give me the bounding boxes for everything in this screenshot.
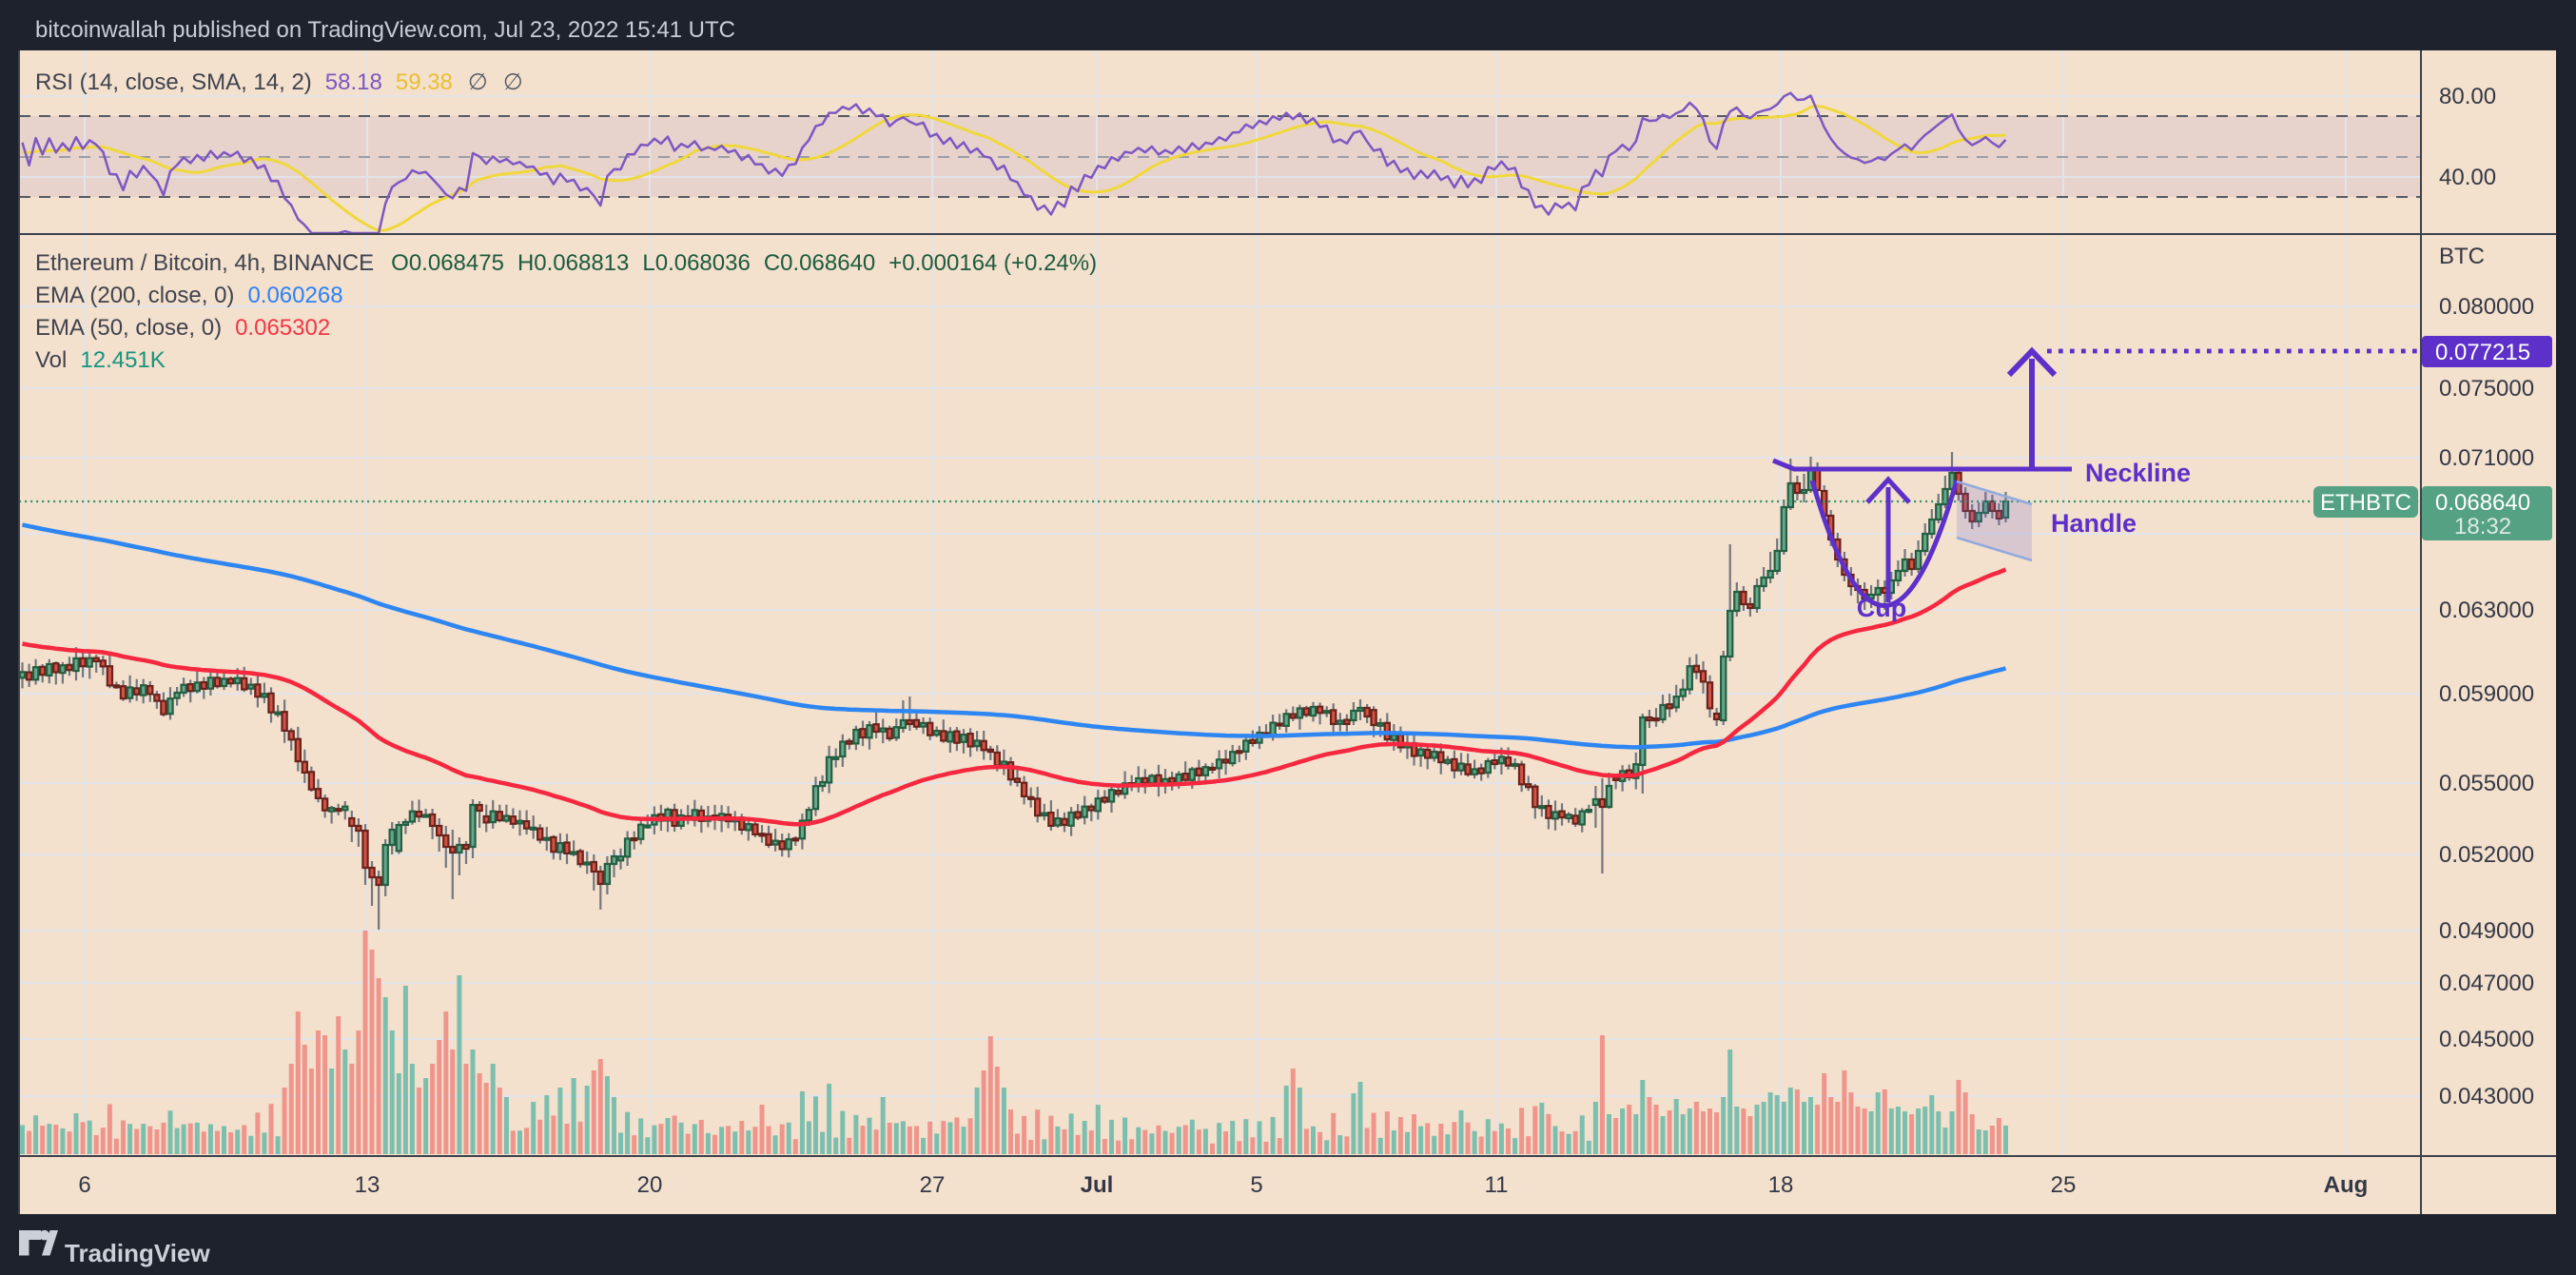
svg-text:0.043000: 0.043000 (2439, 1084, 2534, 1109)
svg-text:TradingView: TradingView (65, 1239, 210, 1267)
svg-text:20: 20 (637, 1172, 663, 1198)
svg-text:0.077215: 0.077215 (2435, 340, 2530, 365)
svg-text:0.075000: 0.075000 (2439, 376, 2534, 402)
svg-text:RSI (14, close, SMA, 14, 2)58.: RSI (14, close, SMA, 14, 2) 58.18 59.38 ∅ ∅ (35, 69, 523, 95)
svg-text:0.052000: 0.052000 (2439, 842, 2534, 868)
svg-text:13: 13 (355, 1172, 381, 1198)
svg-text:25: 25 (2051, 1172, 2077, 1198)
svg-text:0.068640: 0.068640 (2435, 490, 2530, 516)
svg-text:0.047000: 0.047000 (2439, 971, 2534, 996)
svg-text:0.071000: 0.071000 (2439, 445, 2534, 471)
svg-text:Aug: Aug (2324, 1172, 2369, 1198)
svg-text:0.049000: 0.049000 (2439, 918, 2534, 944)
svg-text:0.055000: 0.055000 (2439, 771, 2534, 796)
svg-text:0.045000: 0.045000 (2439, 1027, 2534, 1052)
svg-text:Handle: Handle (2051, 509, 2137, 538)
svg-text:80.00: 80.00 (2439, 84, 2496, 109)
svg-text:ETHBTC: ETHBTC (2320, 490, 2411, 516)
svg-text:40.00: 40.00 (2439, 165, 2496, 190)
svg-text:6: 6 (78, 1172, 90, 1198)
svg-text:Cup: Cup (1857, 594, 1906, 622)
svg-text:Ethereum / Bitcoin, 4h, BINANC: Ethereum / Bitcoin, 4h, BINANCE O0.068475… (35, 250, 1097, 276)
svg-text:18: 18 (1768, 1172, 1794, 1198)
svg-text:0.080000: 0.080000 (2439, 294, 2534, 320)
svg-text:Jul: Jul (1081, 1172, 1114, 1198)
svg-text:EMA (50, close, 0)0.065302: EMA (50, close, 0) 0.065302 (35, 315, 330, 341)
svg-text:11: 11 (1485, 1172, 1509, 1198)
svg-text:18:32: 18:32 (2454, 514, 2511, 539)
svg-text:BTC: BTC (2439, 244, 2485, 269)
svg-text:EMA (200, close, 0)0.060268: EMA (200, close, 0) 0.060268 (35, 283, 343, 308)
svg-text:0.059000: 0.059000 (2439, 681, 2534, 707)
svg-text:27: 27 (920, 1172, 946, 1198)
svg-text:bitcoinwallah published on Tra: bitcoinwallah published on TradingView.c… (35, 17, 735, 43)
svg-text:Neckline: Neckline (2085, 459, 2191, 487)
svg-text:0.063000: 0.063000 (2439, 598, 2534, 623)
svg-text:5: 5 (1250, 1172, 1262, 1198)
